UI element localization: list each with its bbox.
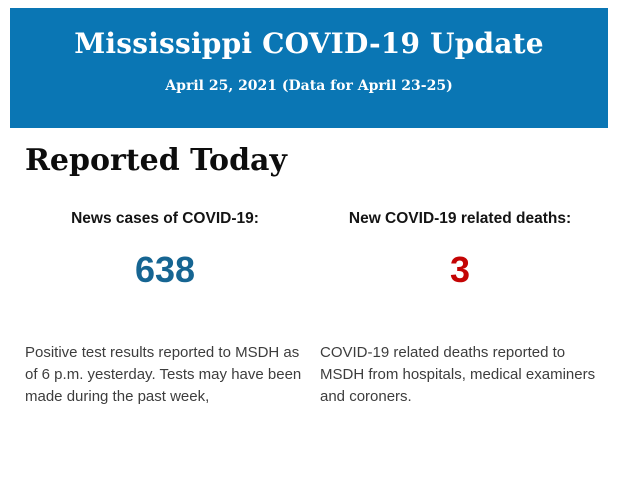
stat-card-new-cases: News cases of COVID-19: 638 Positive tes… bbox=[25, 210, 305, 408]
new-cases-description: Positive test results reported to MSDH a… bbox=[25, 343, 302, 405]
date-subtitle: April 25, 2021 (Data for April 23-25) bbox=[165, 78, 453, 94]
new-cases-value: 638 bbox=[134, 248, 196, 290]
related-deaths-value: 3 bbox=[449, 248, 471, 290]
section-title: Reported Today bbox=[25, 143, 287, 178]
new-cases-label: News cases of COVID-19: bbox=[71, 209, 259, 227]
related-deaths-label: New COVID-19 related deaths: bbox=[348, 209, 572, 227]
page-title: Mississippi COVID-19 Update bbox=[74, 27, 544, 60]
stats-columns: News cases of COVID-19: 638 Positive tes… bbox=[25, 210, 600, 408]
header-banner: Mississippi COVID-19 Update April 25, 20… bbox=[10, 8, 608, 128]
related-deaths-description: COVID-19 related deaths reported to MSDH… bbox=[320, 343, 596, 405]
stat-card-related-deaths: New COVID-19 related deaths: 3 COVID-19 … bbox=[320, 210, 600, 408]
main-content: Reported Today News cases of COVID-19: 6… bbox=[0, 143, 620, 408]
